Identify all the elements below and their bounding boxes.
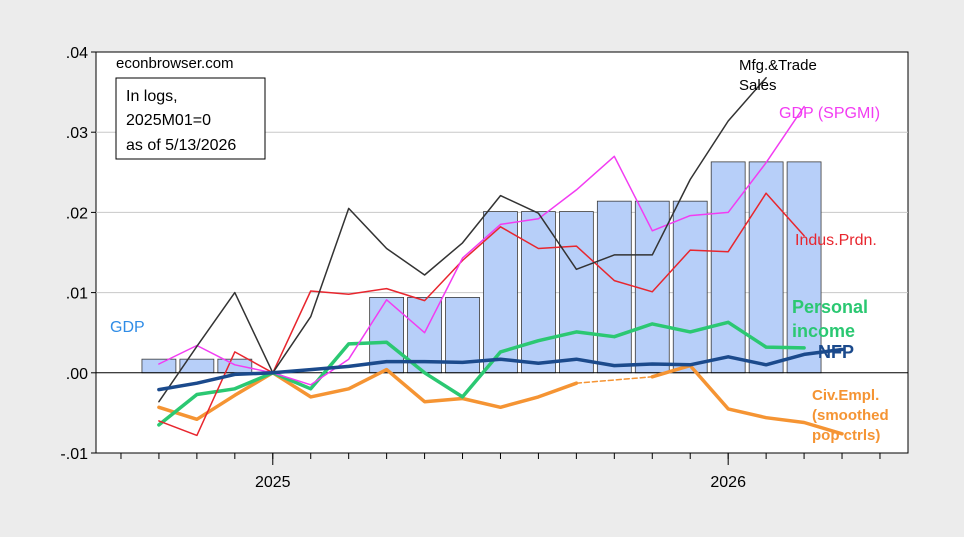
series-line-mfg [158,76,767,403]
y-tick-label: -.01 [60,446,88,463]
y-tick-label: .04 [66,45,88,62]
x-tick-label: 2026 [710,474,746,491]
series-label-mfg: Sales [739,77,777,94]
gdp-bar [596,200,632,374]
series-line-civ-empl-gap [575,376,654,384]
series-label-indus: Indus.Prdn. [795,232,877,249]
x-tick-label: 2025 [255,474,291,491]
y-tick-label: .01 [66,286,88,303]
series-label-civ-empl: Civ.Empl. [812,387,879,404]
gdp-bar [559,211,594,374]
series-lines [157,76,844,437]
y-tick-label: .02 [66,205,88,222]
series-label-civ-empl: pop ctrls) [812,427,880,444]
gdp-bar [521,211,556,374]
info-box-line-3: as of 5/13/2026 [126,137,236,154]
gdp-bar [217,358,253,374]
series-label-gdp: GDP [110,319,145,336]
source-note-text: econbrowser.com [116,55,234,72]
series-line-civ-empl [650,363,844,436]
gdp-bar [710,161,746,374]
info-box-line-1: In logs, [126,88,178,105]
series-label-nfp: NFP [818,342,854,362]
axes: .04 .03 .02 .01 .00 -.01 2025 2026 [60,45,881,491]
y-tick-label: .03 [66,125,88,142]
series-line-nfp [157,347,844,392]
info-box-frame [115,77,266,160]
info-box: In logs, 2025M01=0 as of 5/13/2026 [115,77,266,160]
y-tick-label: .00 [66,366,88,383]
series-line-indus [158,192,805,437]
info-box-line-2: 2025M01=0 [126,112,211,129]
gdp-bar [634,200,670,374]
series-label-personal-income: income [792,321,855,341]
series-label-civ-empl: (smoothed [812,407,889,424]
series-line-civ-empl [157,367,579,422]
gdp-bar [672,200,708,374]
source-note: econbrowser.com [116,55,234,72]
series-label-personal-income: Personal [792,297,868,317]
gdp-bar [141,358,177,374]
series-label-mfg: Mfg.&Trade [739,57,817,74]
gdp-bar [786,161,822,374]
series-line-personal-income [157,320,806,427]
gdp-bar [179,358,215,374]
series-label-gdp-spgmi: GDP (SPGMI) [779,105,880,122]
